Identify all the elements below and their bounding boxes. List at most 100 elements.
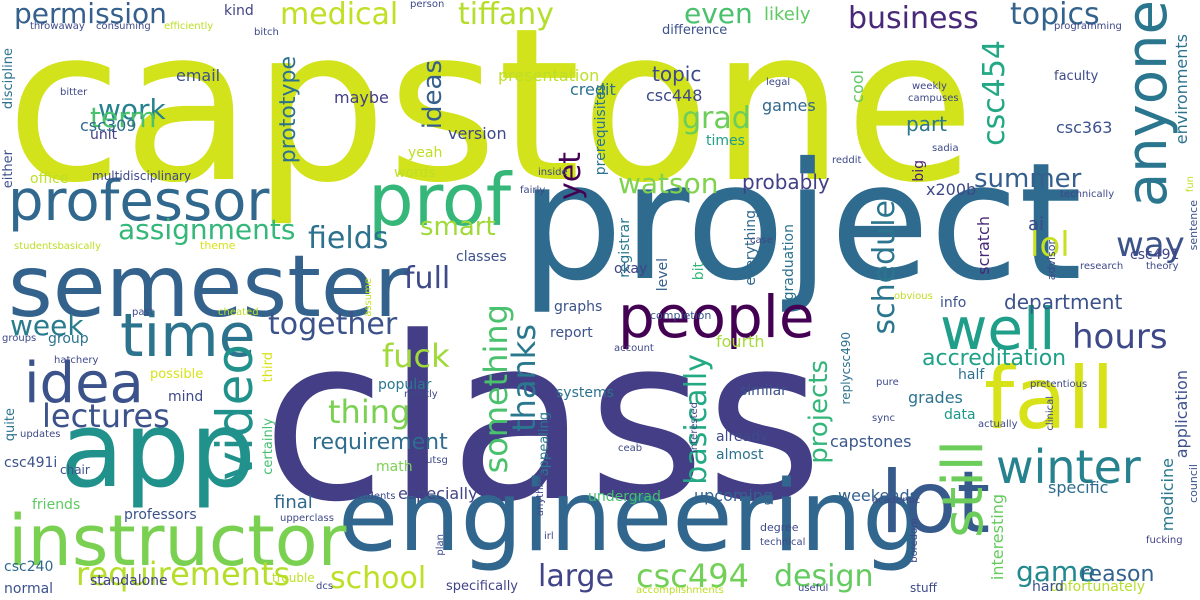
word-cheated: cheated: [218, 307, 259, 318]
word-school: school: [330, 561, 427, 596]
word-likely: likely: [764, 4, 811, 25]
word-data: data: [944, 407, 976, 423]
word-capstones: capstones: [830, 432, 912, 451]
word-ceab: ceab: [618, 443, 643, 454]
word-accreditation: accreditation: [922, 346, 1067, 371]
word-lot: lot: [880, 453, 991, 553]
word-bit: bit: [691, 262, 707, 281]
word-thing: thing: [328, 393, 411, 431]
word-tiffany: tiffany: [458, 0, 554, 32]
word-fall: fall: [984, 349, 1115, 449]
word-standalone: standalone: [90, 573, 168, 589]
word-way: way: [1116, 225, 1185, 265]
word-video: video: [206, 344, 264, 481]
word-hours: hours: [1072, 317, 1168, 357]
word-smart: smart: [420, 212, 496, 242]
word-utsg: utsg: [426, 455, 448, 466]
word-inside: inside: [538, 167, 568, 178]
word-especially: especially: [398, 484, 478, 503]
word-legal: legal: [766, 77, 791, 88]
word-weekends: weekends: [838, 486, 918, 505]
word-fucking: fucking: [1146, 535, 1183, 546]
word-theory: theory: [1146, 261, 1179, 272]
word-scratch: scratch: [974, 216, 993, 275]
word-semester: semester: [8, 237, 410, 337]
word-hatchery: hatchery: [54, 355, 99, 366]
word-math: math: [376, 459, 413, 475]
word-prof: prof: [368, 158, 512, 242]
word-email: email: [176, 66, 221, 85]
word-application: application: [1172, 370, 1191, 459]
word-reason: reason: [1080, 562, 1155, 587]
word-technically: technically: [1060, 189, 1115, 200]
word-assume: assume: [363, 278, 374, 317]
word-still: still: [931, 440, 996, 538]
word-csc491: csc491: [1130, 247, 1180, 263]
word-part: part: [906, 112, 948, 136]
word-prototype: prototype: [276, 56, 301, 164]
word-systems: systems: [556, 385, 614, 401]
word-summer: summer: [974, 164, 1082, 194]
word-report: report: [550, 325, 593, 341]
word-people: people: [618, 283, 815, 351]
word-certainly: certainly: [261, 418, 276, 475]
word-well: well: [940, 295, 1056, 363]
word-project: project: [520, 129, 1083, 317]
word-friends: friends: [32, 497, 81, 513]
word-specific: specific: [1048, 478, 1109, 497]
word-fairly: fairly: [520, 185, 546, 196]
word-cool: cool: [848, 70, 867, 103]
word-x200b: x200b: [926, 180, 977, 199]
word-okay: okay: [614, 261, 648, 277]
word-winter: winter: [996, 440, 1141, 494]
word-multidisciplinary: multidisciplinary: [92, 169, 192, 183]
word-quite: quite: [3, 408, 18, 442]
word-lectures: lectures: [42, 397, 170, 435]
word-theme: theme: [200, 239, 236, 252]
word-csc240: csc240: [4, 559, 54, 575]
word-fourth: fourth: [716, 332, 765, 351]
word-schedule: schedule: [867, 200, 902, 335]
word-pretentious: pretentious: [1030, 379, 1088, 390]
word-bitter: bitter: [60, 87, 88, 98]
word-medicine: medicine: [1158, 458, 1177, 532]
word-fields: fields: [308, 221, 389, 256]
word-students: students: [352, 491, 396, 502]
word-watson: watson: [618, 167, 719, 200]
word-graduation: graduation: [781, 224, 797, 301]
word-week: week: [10, 309, 84, 342]
word-technical: technical: [760, 537, 806, 548]
word-sync: sync: [872, 413, 895, 424]
word-normal: normal: [4, 581, 54, 597]
word-irl: irl: [544, 531, 554, 542]
word-group: group: [48, 331, 89, 347]
word-engineering: engineering: [338, 460, 925, 574]
word-probably: probably: [742, 170, 830, 194]
word-discipline: discipline: [1, 48, 16, 110]
word-csc454: csc454: [977, 40, 1012, 146]
word-csc309: csc309: [80, 116, 137, 135]
word-professors: professors: [124, 507, 197, 523]
word-permission: permission: [14, 0, 167, 30]
word-chair: chair: [60, 463, 90, 477]
word-instructor: instructor: [8, 500, 347, 582]
word-term: term: [90, 101, 157, 134]
word-topic: topic: [652, 62, 702, 86]
word-presentation: presentation: [498, 66, 600, 85]
word-person: person: [410, 0, 445, 10]
word-requirement: requirement: [312, 430, 448, 455]
word-credit: credit: [570, 80, 616, 99]
word-maybe: maybe: [334, 88, 389, 107]
word-almost: almost: [716, 447, 764, 463]
word-reddit: reddit: [832, 155, 862, 166]
word-pure: pure: [876, 377, 899, 388]
word-graphs: graphs: [554, 299, 603, 315]
word-csc491i: csc491i: [4, 455, 58, 471]
word-business: business: [848, 1, 979, 36]
word-popular: popular: [378, 377, 432, 393]
word-info: info: [940, 295, 967, 311]
word-csc448: csc448: [646, 86, 703, 105]
word-council: council: [1187, 464, 1200, 503]
word-weekly: weekly: [912, 81, 947, 92]
word-interested: interested: [689, 402, 700, 453]
